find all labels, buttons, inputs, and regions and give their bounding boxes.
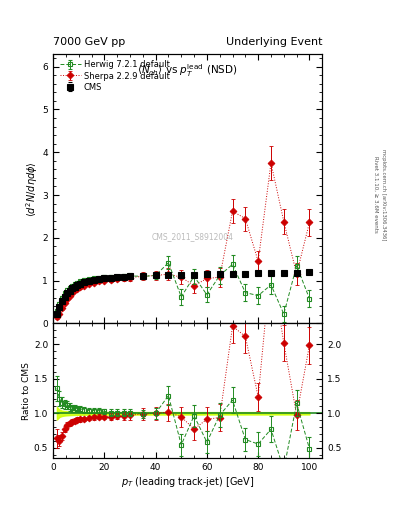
Text: Underlying Event: Underlying Event	[226, 37, 322, 47]
Text: Rivet 3.1.10, ≥ 3.6M events: Rivet 3.1.10, ≥ 3.6M events	[373, 156, 378, 233]
Text: mcplots.cern.ch [arXiv:1306.3436]: mcplots.cern.ch [arXiv:1306.3436]	[381, 149, 386, 240]
X-axis label: $p_T$ (leading track-jet) [GeV]: $p_T$ (leading track-jet) [GeV]	[121, 475, 254, 489]
Y-axis label: Ratio to CMS: Ratio to CMS	[22, 362, 31, 420]
Legend: Herwig 7.2.1 default, Sherpa 2.2.9 default, CMS: Herwig 7.2.1 default, Sherpa 2.2.9 defau…	[57, 58, 172, 94]
Text: 7000 GeV pp: 7000 GeV pp	[53, 37, 125, 47]
Text: CMS_2011_S8912004: CMS_2011_S8912004	[152, 232, 234, 242]
Text: $\langle N_{ch}\rangle$ vs $p_T^{\rm lead}$ (NSD): $\langle N_{ch}\rangle$ vs $p_T^{\rm lea…	[138, 62, 238, 79]
Y-axis label: $\langle d^2 N/d\eta d\phi \rangle$: $\langle d^2 N/d\eta d\phi \rangle$	[24, 161, 40, 217]
